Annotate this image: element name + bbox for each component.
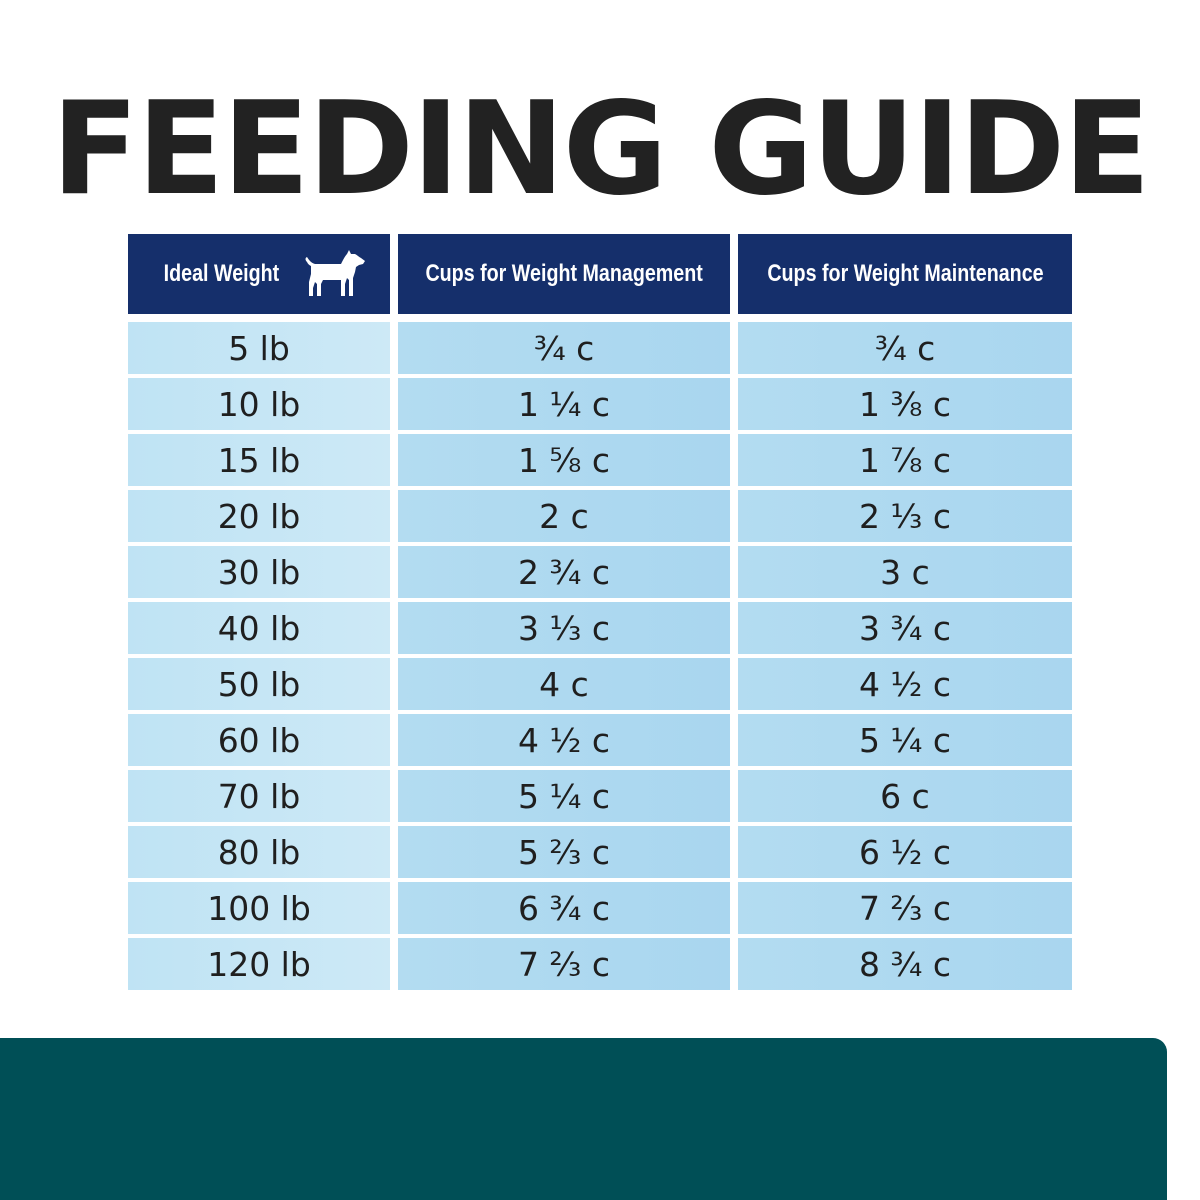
table-row: 40 lb 3 ⅓ c 3 ¾ c (128, 602, 1072, 654)
maintenance-cell: 7 ⅔ c (738, 882, 1072, 934)
table-header-row: Ideal Weight Cups for Weight Management … (128, 234, 1072, 314)
table-row: 15 lb 1 ⅝ c 1 ⅞ c (128, 434, 1072, 486)
table-row: 100 lb 6 ¾ c 7 ⅔ c (128, 882, 1072, 934)
management-cell: 4 ½ c (398, 714, 730, 766)
feeding-table: Ideal Weight Cups for Weight Management … (128, 234, 1072, 994)
table-row: 20 lb 2 c 2 ⅓ c (128, 490, 1072, 542)
table-row: 10 lb 1 ¼ c 1 ⅜ c (128, 378, 1072, 430)
header-ideal-weight-label: Ideal Weight (163, 260, 279, 287)
management-cell: 5 ⅔ c (398, 826, 730, 878)
table-row: 5 lb ¾ c ¾ c (128, 322, 1072, 374)
maintenance-cell: ¾ c (738, 322, 1072, 374)
weight-cell: 10 lb (128, 378, 390, 430)
weight-cell: 60 lb (128, 714, 390, 766)
bottom-color-band (0, 1038, 1167, 1200)
maintenance-cell: 3 c (738, 546, 1072, 598)
weight-cell: 15 lb (128, 434, 390, 486)
maintenance-cell: 3 ¾ c (738, 602, 1072, 654)
maintenance-cell: 2 ⅓ c (738, 490, 1072, 542)
header-weight-management-label: Cups for Weight Management (425, 260, 703, 287)
table-row: 60 lb 4 ½ c 5 ¼ c (128, 714, 1072, 766)
header-ideal-weight: Ideal Weight (128, 234, 390, 314)
weight-cell: 20 lb (128, 490, 390, 542)
page-title: FEEDING GUIDE (51, 75, 1150, 224)
table-row: 50 lb 4 c 4 ½ c (128, 658, 1072, 710)
management-cell: 2 ¾ c (398, 546, 730, 598)
weight-cell: 100 lb (128, 882, 390, 934)
management-cell: 5 ¼ c (398, 770, 730, 822)
maintenance-cell: 4 ½ c (738, 658, 1072, 710)
management-cell: 7 ⅔ c (398, 938, 730, 990)
weight-cell: 5 lb (128, 322, 390, 374)
weight-cell: 120 lb (128, 938, 390, 990)
management-cell: ¾ c (398, 322, 730, 374)
maintenance-cell: 1 ⅜ c (738, 378, 1072, 430)
header-weight-maintenance-label: Cups for Weight Maintenance (766, 260, 1044, 287)
management-cell: 3 ⅓ c (398, 602, 730, 654)
management-cell: 1 ⅝ c (398, 434, 730, 486)
weight-cell: 40 lb (128, 602, 390, 654)
header-weight-management: Cups for Weight Management (398, 234, 730, 314)
maintenance-cell: 8 ¾ c (738, 938, 1072, 990)
maintenance-cell: 6 ½ c (738, 826, 1072, 878)
table-row: 80 lb 5 ⅔ c 6 ½ c (128, 826, 1072, 878)
table-row: 120 lb 7 ⅔ c 8 ¾ c (128, 938, 1072, 990)
weight-cell: 50 lb (128, 658, 390, 710)
header-weight-maintenance: Cups for Weight Maintenance (738, 234, 1072, 314)
table-row: 30 lb 2 ¾ c 3 c (128, 546, 1072, 598)
dog-icon (303, 248, 367, 300)
weight-cell: 80 lb (128, 826, 390, 878)
weight-cell: 70 lb (128, 770, 390, 822)
management-cell: 6 ¾ c (398, 882, 730, 934)
weight-cell: 30 lb (128, 546, 390, 598)
management-cell: 4 c (398, 658, 730, 710)
maintenance-cell: 6 c (738, 770, 1072, 822)
table-row: 70 lb 5 ¼ c 6 c (128, 770, 1072, 822)
maintenance-cell: 1 ⅞ c (738, 434, 1072, 486)
management-cell: 2 c (398, 490, 730, 542)
maintenance-cell: 5 ¼ c (738, 714, 1072, 766)
management-cell: 1 ¼ c (398, 378, 730, 430)
